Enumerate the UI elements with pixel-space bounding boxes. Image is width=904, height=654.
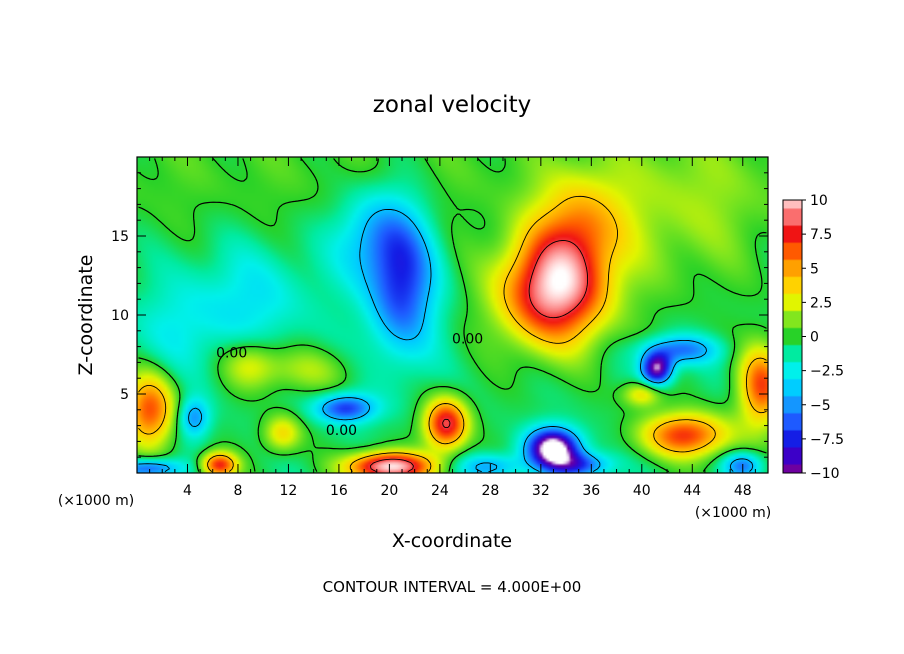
contour-lines xyxy=(138,158,767,473)
contour-line xyxy=(138,195,767,472)
x-tick-label: 36 xyxy=(582,483,600,499)
colorbar-gradient xyxy=(783,200,802,473)
contour-label: 0.00 xyxy=(326,423,357,439)
chart-title: zonal velocity xyxy=(373,92,531,118)
x-unit-right: (×1000 m) xyxy=(695,505,771,521)
colorbar-tick-label: −7.5 xyxy=(810,432,844,448)
y-axis-label: Z-coordinate xyxy=(75,255,97,376)
x-tick-label: 32 xyxy=(532,483,550,499)
y-tick-label: 10 xyxy=(111,308,129,324)
colorbar-ticks: 10 7.5 5 2.5 0 −2.5 −5 −7.5 −10 xyxy=(802,193,844,482)
x-axis-label: X-coordinate xyxy=(392,530,512,552)
x-tick-label: 28 xyxy=(481,483,499,499)
colorbar-tick-label: 10 xyxy=(810,193,828,209)
colorbar-tick-label: −5 xyxy=(810,398,831,414)
colorbar: 10 7.5 5 2.5 0 −2.5 −5 −7.5 −10 xyxy=(782,193,844,482)
colorbar-tick-label: −10 xyxy=(810,466,840,482)
x-tick-label: 24 xyxy=(431,483,449,499)
contour-labels: 0.00 0.00 0.00 xyxy=(216,331,483,439)
contour-line xyxy=(369,240,589,473)
x-tick-label: 48 xyxy=(734,483,752,499)
contour-line xyxy=(138,158,767,473)
plot-area: 0.00 0.00 0.00 xyxy=(136,156,769,474)
x-tick-label: 20 xyxy=(380,483,398,499)
contour-interval-note: CONTOUR INTERVAL = 4.000E+00 xyxy=(323,578,582,596)
colorbar-tick-label: 7.5 xyxy=(810,227,832,243)
x-axis-ticks: 4 8 12 16 20 24 28 32 36 40 44 48 xyxy=(149,157,756,499)
colorbar-tick-label: 2.5 xyxy=(810,295,832,311)
colorbar-tick-label: −2.5 xyxy=(810,364,844,380)
contour-label: 0.00 xyxy=(452,331,483,347)
y-axis-ticks: 5 10 15 xyxy=(111,172,768,458)
colorbar-tick-label: 5 xyxy=(810,261,819,277)
x-unit-left: (×1000 m) xyxy=(58,493,134,509)
x-tick-label: 44 xyxy=(683,483,701,499)
x-tick-label: 40 xyxy=(633,483,651,499)
x-tick-label: 4 xyxy=(183,483,192,499)
x-tick-label: 8 xyxy=(233,483,242,499)
x-tick-label: 12 xyxy=(280,483,298,499)
x-tick-label: 16 xyxy=(330,483,348,499)
colorbar-tick-label: 0 xyxy=(810,330,819,346)
contour-label: 0.00 xyxy=(216,346,247,362)
y-tick-label: 15 xyxy=(111,229,129,245)
contour-line xyxy=(138,208,754,473)
y-tick-label: 5 xyxy=(120,387,129,403)
